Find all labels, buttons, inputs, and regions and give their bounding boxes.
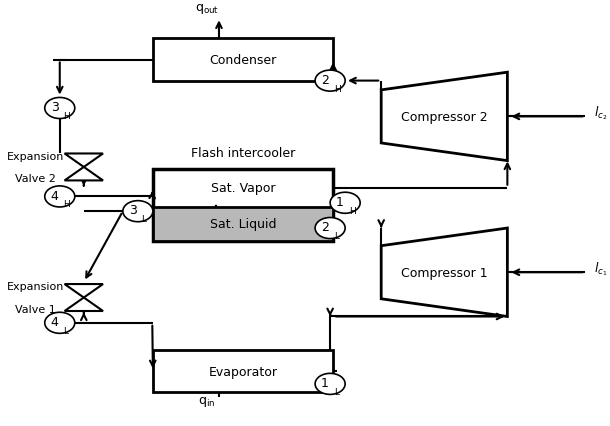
Circle shape (45, 187, 75, 207)
Text: Compressor 2: Compressor 2 (401, 111, 487, 124)
Text: Condenser: Condenser (209, 54, 276, 67)
Text: $l_{c_1}$: $l_{c_1}$ (595, 260, 608, 277)
Text: Expansion: Expansion (7, 282, 65, 291)
Circle shape (315, 71, 345, 92)
Text: Sat. Liquid: Sat. Liquid (210, 217, 276, 230)
Text: 2: 2 (321, 221, 329, 234)
Text: 3: 3 (51, 101, 59, 114)
Polygon shape (381, 73, 508, 161)
Text: 3: 3 (129, 204, 137, 217)
Text: Flash intercooler: Flash intercooler (191, 146, 295, 159)
Bar (153, 207, 333, 241)
Text: 4: 4 (51, 189, 59, 202)
Text: H: H (349, 206, 356, 215)
Polygon shape (65, 167, 103, 181)
Text: 2: 2 (321, 74, 329, 86)
Text: q$_{\rm out}$: q$_{\rm out}$ (195, 2, 219, 16)
Text: H: H (334, 84, 340, 93)
Text: Sat. Vapor: Sat. Vapor (211, 182, 275, 195)
Text: H: H (63, 200, 70, 209)
Polygon shape (65, 285, 103, 298)
Text: L: L (142, 215, 146, 224)
Polygon shape (65, 154, 103, 167)
Text: Compressor 1: Compressor 1 (401, 266, 487, 279)
Bar (153, 350, 333, 392)
Text: q$_{\rm in}$: q$_{\rm in}$ (198, 394, 215, 409)
Circle shape (330, 193, 360, 214)
Circle shape (45, 98, 75, 119)
Text: Valve 2: Valve 2 (15, 174, 56, 184)
Text: L: L (334, 387, 339, 396)
Text: L: L (63, 326, 68, 335)
Text: Evaporator: Evaporator (209, 365, 278, 378)
Circle shape (45, 313, 75, 334)
Bar (153, 39, 333, 81)
Text: H: H (63, 112, 70, 121)
Text: 4: 4 (51, 315, 59, 328)
Text: L: L (334, 231, 339, 240)
Circle shape (315, 374, 345, 394)
Polygon shape (381, 228, 508, 317)
Bar (153, 207, 333, 241)
Bar (153, 170, 333, 241)
Circle shape (315, 218, 345, 239)
Text: 1: 1 (336, 196, 344, 208)
Text: Expansion: Expansion (7, 151, 65, 161)
Circle shape (123, 201, 153, 222)
Polygon shape (65, 298, 103, 311)
Text: $l_{c_2}$: $l_{c_2}$ (595, 104, 608, 122)
Text: Valve 1: Valve 1 (15, 304, 56, 314)
Text: 1: 1 (321, 376, 329, 389)
